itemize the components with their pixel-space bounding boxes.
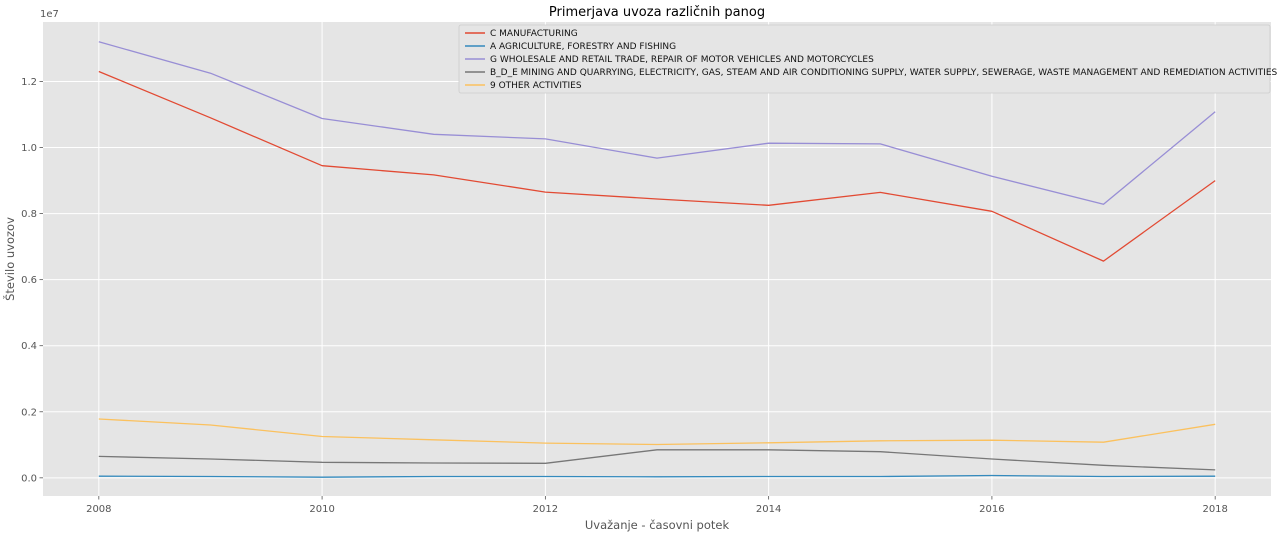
y-tick-label: 0.6 bbox=[21, 275, 37, 286]
series-line-3 bbox=[98, 449, 1216, 471]
legend: C MANUFACTURING A AGRICULTURE, FORESTRY A… bbox=[458, 24, 1278, 94]
series-line-1 bbox=[98, 474, 1216, 478]
legend-label-4: 9 OTHER ACTIVITIES bbox=[490, 81, 582, 91]
y-axis-ticks: 0.0 0.2 0.4 0.6 0.8 1.0 1.2 bbox=[21, 77, 43, 484]
legend-label-0: C MANUFACTURING bbox=[490, 29, 578, 39]
y-tick-label: 0.4 bbox=[21, 341, 37, 352]
series-lines bbox=[98, 41, 1216, 478]
x-tick-label: 2010 bbox=[309, 504, 334, 515]
y-tick-label: 0.8 bbox=[21, 209, 37, 220]
y-offset-label: 1e7 bbox=[40, 9, 59, 20]
x-tick-label: 2012 bbox=[533, 504, 558, 515]
y-tick-label: 1.2 bbox=[21, 77, 37, 88]
legend-label-1: A AGRICULTURE, FORESTRY AND FISHING bbox=[490, 42, 676, 52]
series-line-0 bbox=[98, 70, 1216, 262]
series-line-4 bbox=[98, 418, 1216, 446]
y-tick-label: 1.0 bbox=[21, 143, 37, 154]
series-line-2 bbox=[98, 41, 1216, 205]
plot-background bbox=[43, 22, 1271, 496]
x-axis-title: Uvažanje - časovni potek bbox=[585, 518, 730, 532]
chart-title: Primerjava uvoza različnih panog bbox=[549, 5, 765, 20]
legend-box bbox=[458, 24, 1271, 94]
x-tick-label: 2014 bbox=[756, 504, 781, 515]
y-axis-title: Število uvozov bbox=[2, 217, 17, 301]
x-tick-label: 2016 bbox=[979, 504, 1004, 515]
legend-label-3: B_D_E MINING AND QUARRYING, ELECTRICITY,… bbox=[490, 68, 1278, 78]
y-tick-label: 0.0 bbox=[21, 473, 37, 484]
legend-label-2: G WHOLESALE AND RETAIL TRADE, REPAIR OF … bbox=[490, 55, 874, 65]
x-tick-label: 2008 bbox=[86, 504, 111, 515]
x-axis-ticks: 2008 2010 2012 2014 2016 2018 bbox=[86, 496, 1228, 515]
x-tick-label: 2018 bbox=[1202, 504, 1227, 515]
grid-lines bbox=[43, 22, 1271, 496]
y-tick-label: 0.2 bbox=[21, 407, 37, 418]
